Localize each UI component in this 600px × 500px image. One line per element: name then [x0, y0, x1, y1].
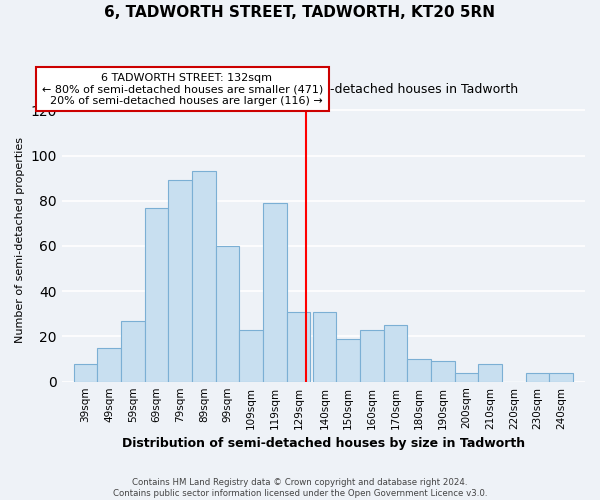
X-axis label: Distribution of semi-detached houses by size in Tadworth: Distribution of semi-detached houses by … [122, 437, 525, 450]
Title: Size of property relative to semi-detached houses in Tadworth: Size of property relative to semi-detach… [129, 84, 518, 96]
Y-axis label: Number of semi-detached properties: Number of semi-detached properties [15, 138, 25, 344]
Bar [263, 203, 287, 382]
Bar [97, 348, 121, 382]
Bar [74, 364, 97, 382]
Bar [121, 320, 145, 382]
Text: 6 TADWORTH STREET: 132sqm
← 80% of semi-detached houses are smaller (471)
  20% : 6 TADWORTH STREET: 132sqm ← 80% of semi-… [42, 72, 323, 106]
Bar [215, 246, 239, 382]
Bar [431, 362, 455, 382]
Bar [239, 330, 263, 382]
Bar [169, 180, 192, 382]
Bar [384, 325, 407, 382]
Text: 6, TADWORTH STREET, TADWORTH, KT20 5RN: 6, TADWORTH STREET, TADWORTH, KT20 5RN [104, 5, 496, 20]
Bar [550, 372, 573, 382]
Bar [192, 172, 215, 382]
Bar [287, 312, 310, 382]
Bar [455, 372, 478, 382]
Bar [526, 372, 550, 382]
Bar [407, 359, 431, 382]
Bar [478, 364, 502, 382]
Text: Contains HM Land Registry data © Crown copyright and database right 2024.
Contai: Contains HM Land Registry data © Crown c… [113, 478, 487, 498]
Bar [313, 312, 337, 382]
Bar [145, 208, 169, 382]
Bar [337, 338, 360, 382]
Bar [360, 330, 384, 382]
